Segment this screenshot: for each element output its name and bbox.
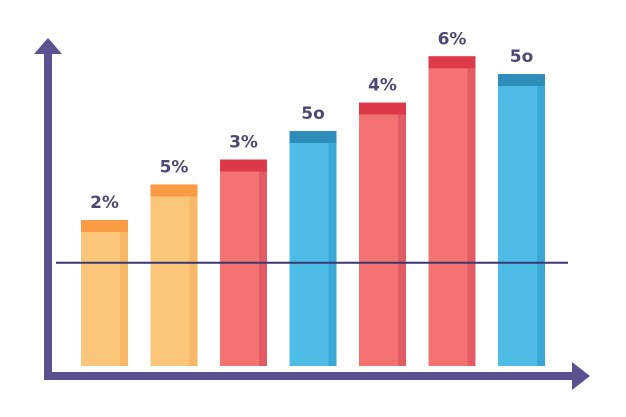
bar-5 bbox=[359, 102, 406, 366]
bar-cap bbox=[81, 220, 128, 233]
bar-cap bbox=[498, 74, 545, 87]
bar-label: 4% bbox=[368, 76, 397, 96]
bar-shade bbox=[120, 232, 128, 366]
bar-6 bbox=[428, 56, 476, 366]
bar-cap bbox=[428, 56, 476, 69]
bar-2 bbox=[150, 184, 198, 366]
bar-shade bbox=[398, 114, 406, 366]
bar-shade bbox=[328, 143, 337, 366]
bar-1 bbox=[81, 220, 128, 366]
bar-cap bbox=[150, 184, 198, 197]
bar-label: 5o bbox=[301, 104, 325, 124]
y-axis bbox=[44, 50, 52, 380]
bar-label: 3% bbox=[229, 133, 258, 153]
y-axis-arrow-icon bbox=[34, 38, 62, 54]
bar-cap bbox=[359, 102, 406, 115]
axes-group bbox=[34, 38, 590, 390]
data-labels-group: 2% 5% 3% 5o 4% 6% 5o bbox=[90, 29, 533, 213]
bar-label: 2% bbox=[90, 193, 119, 213]
bar-label: 5o bbox=[510, 47, 534, 67]
bar-shade bbox=[189, 196, 198, 366]
bar-cap bbox=[220, 159, 267, 172]
bar-shade bbox=[467, 68, 476, 366]
bar-7 bbox=[498, 74, 545, 366]
bar-label: 6% bbox=[438, 29, 467, 49]
x-axis-arrow-icon bbox=[572, 362, 590, 390]
x-axis bbox=[44, 372, 572, 380]
bars-group bbox=[81, 56, 545, 366]
bar-shade bbox=[259, 171, 267, 366]
bar-cap bbox=[289, 131, 337, 144]
bar-label: 5% bbox=[160, 157, 189, 177]
bar-shade bbox=[537, 86, 545, 366]
bar-4 bbox=[289, 131, 337, 366]
